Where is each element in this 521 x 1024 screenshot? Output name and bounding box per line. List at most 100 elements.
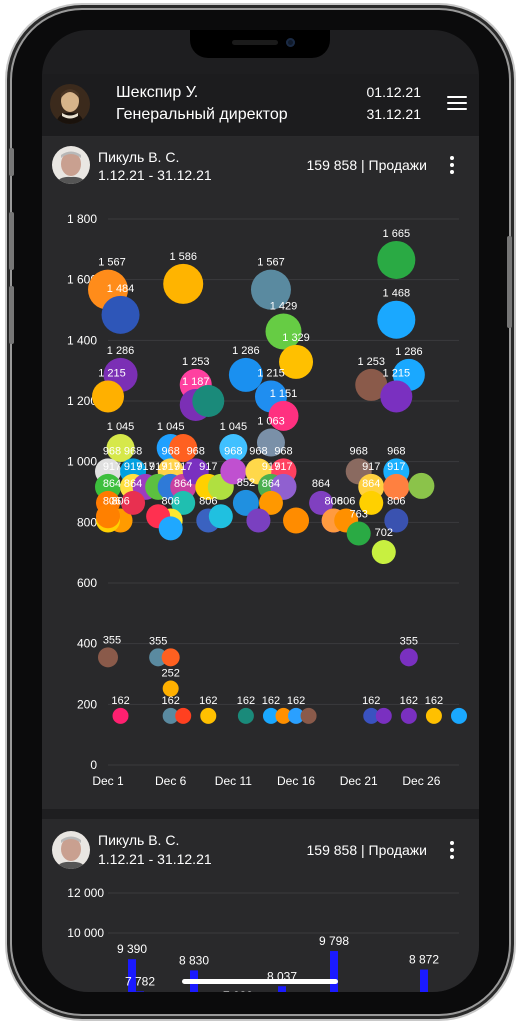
scatter-point[interactable]: [451, 707, 467, 724]
scatter-point[interactable]: [92, 380, 124, 413]
point-label: 968: [274, 445, 292, 457]
y-tick-label: 1 000: [67, 455, 97, 469]
bar[interactable]: [330, 951, 338, 992]
point-label: 917: [174, 461, 192, 473]
point-label: 917: [274, 461, 292, 473]
employee-avatar[interactable]: [52, 146, 90, 184]
point-label: 1 567: [257, 257, 285, 269]
scatter-point[interactable]: [121, 490, 146, 515]
home-indicator[interactable]: [182, 979, 338, 984]
scatter-point[interactable]: [161, 648, 180, 667]
scatter-point[interactable]: [346, 521, 371, 546]
bar[interactable]: [420, 969, 428, 992]
scatter-point[interactable]: [359, 490, 384, 515]
user-avatar[interactable]: [50, 84, 90, 124]
scatter-point[interactable]: [237, 707, 254, 724]
scatter-point[interactable]: [288, 707, 305, 724]
scatter-point[interactable]: [383, 473, 410, 500]
scatter-point[interactable]: [258, 490, 283, 515]
point-label: 1 468: [383, 288, 411, 300]
scatter-point[interactable]: [162, 707, 179, 724]
scatter-point[interactable]: [375, 707, 392, 724]
scatter-point[interactable]: [171, 490, 196, 515]
scatter-point[interactable]: [377, 300, 416, 339]
scatter-point[interactable]: [408, 472, 435, 499]
scatter-point[interactable]: [98, 647, 118, 668]
point-label: 1 484: [107, 283, 135, 295]
bar-value-label: 9 798: [319, 934, 349, 948]
point-label: 1 045: [220, 421, 248, 433]
y-tick-label: 1 800: [67, 212, 97, 226]
scatter-point[interactable]: [200, 707, 217, 724]
bar[interactable]: [136, 991, 144, 992]
scatter-point[interactable]: [192, 385, 225, 417]
scatter-point[interactable]: [101, 295, 140, 334]
scatter-point[interactable]: [380, 380, 413, 413]
scatter-point[interactable]: [208, 504, 233, 529]
point-label: 1 187: [182, 376, 210, 388]
scatter-point[interactable]: [309, 490, 334, 515]
point-label: 968: [161, 445, 179, 457]
bar[interactable]: [278, 986, 286, 992]
point-label: 864: [174, 478, 192, 490]
scatter-point[interactable]: [283, 507, 310, 534]
point-label: 917: [362, 461, 380, 473]
date-from[interactable]: 01.12.21: [366, 84, 422, 100]
scatter-point[interactable]: [219, 434, 248, 463]
scatter-point[interactable]: [246, 508, 271, 533]
employee-name: Пикуль В. С.: [98, 149, 180, 165]
point-label: 864: [103, 478, 121, 490]
y-tick-label: 200: [77, 697, 97, 711]
more-vertical-icon[interactable]: [449, 156, 455, 176]
scatter-point[interactable]: [158, 516, 183, 541]
scatter-point[interactable]: [162, 680, 179, 697]
point-label: 968: [103, 445, 121, 457]
scatter-point[interactable]: [262, 707, 279, 724]
point-label: 1 286: [107, 345, 135, 357]
scatter-point[interactable]: [371, 540, 396, 565]
scatter-point[interactable]: [112, 707, 129, 724]
scatter-card: Пикуль В. С. 1.12.21 - 31.12.21 159 858 …: [42, 137, 479, 809]
scatter-point[interactable]: [163, 263, 204, 304]
more-vertical-icon-2[interactable]: [449, 841, 455, 861]
date-to[interactable]: 31.12.21: [366, 106, 422, 122]
y-tick-label: 10 000: [67, 926, 104, 940]
point-label: 917: [124, 461, 142, 473]
scatter-point[interactable]: [232, 489, 259, 516]
scatter-point[interactable]: [169, 434, 198, 463]
scatter-point[interactable]: [279, 344, 314, 379]
y-tick-label: 1 200: [67, 394, 97, 408]
scatter-point[interactable]: [384, 508, 409, 533]
hamburger-menu-icon[interactable]: [447, 96, 467, 112]
scatter-point[interactable]: [377, 240, 416, 279]
point-label: 162: [237, 695, 255, 707]
scatter-point[interactable]: [265, 313, 302, 350]
bar-value-label: 9 390: [117, 942, 147, 956]
scatter-point[interactable]: [268, 400, 299, 431]
scatter-point[interactable]: [363, 707, 380, 724]
point-label: 806: [337, 496, 355, 508]
point-label: 806: [111, 496, 129, 508]
scatter-point[interactable]: [96, 504, 120, 529]
scatter-point[interactable]: [106, 434, 135, 463]
scatter-point[interactable]: [175, 707, 192, 724]
scatter-point[interactable]: [250, 269, 291, 310]
scatter-point[interactable]: [149, 648, 168, 667]
scatter-point[interactable]: [256, 428, 285, 457]
scatter-point[interactable]: [400, 707, 417, 724]
employee-name-2: Пикуль В. С.: [98, 832, 180, 848]
scatter-point[interactable]: [275, 707, 292, 724]
point-label: 1 253: [357, 356, 385, 368]
scatter-point[interactable]: [220, 458, 247, 485]
employee-avatar-2[interactable]: [52, 831, 90, 869]
scatter-point[interactable]: [399, 648, 418, 667]
point-label: 162: [425, 695, 443, 707]
y-tick-label: 600: [77, 576, 97, 590]
point-label: 968: [187, 445, 205, 457]
point-label: 1 329: [282, 332, 310, 344]
scatter-point[interactable]: [300, 707, 317, 724]
scatter-point[interactable]: [425, 707, 442, 724]
scatter-point[interactable]: [355, 368, 388, 401]
bar[interactable]: [128, 959, 136, 992]
scatter-point[interactable]: [228, 357, 263, 392]
